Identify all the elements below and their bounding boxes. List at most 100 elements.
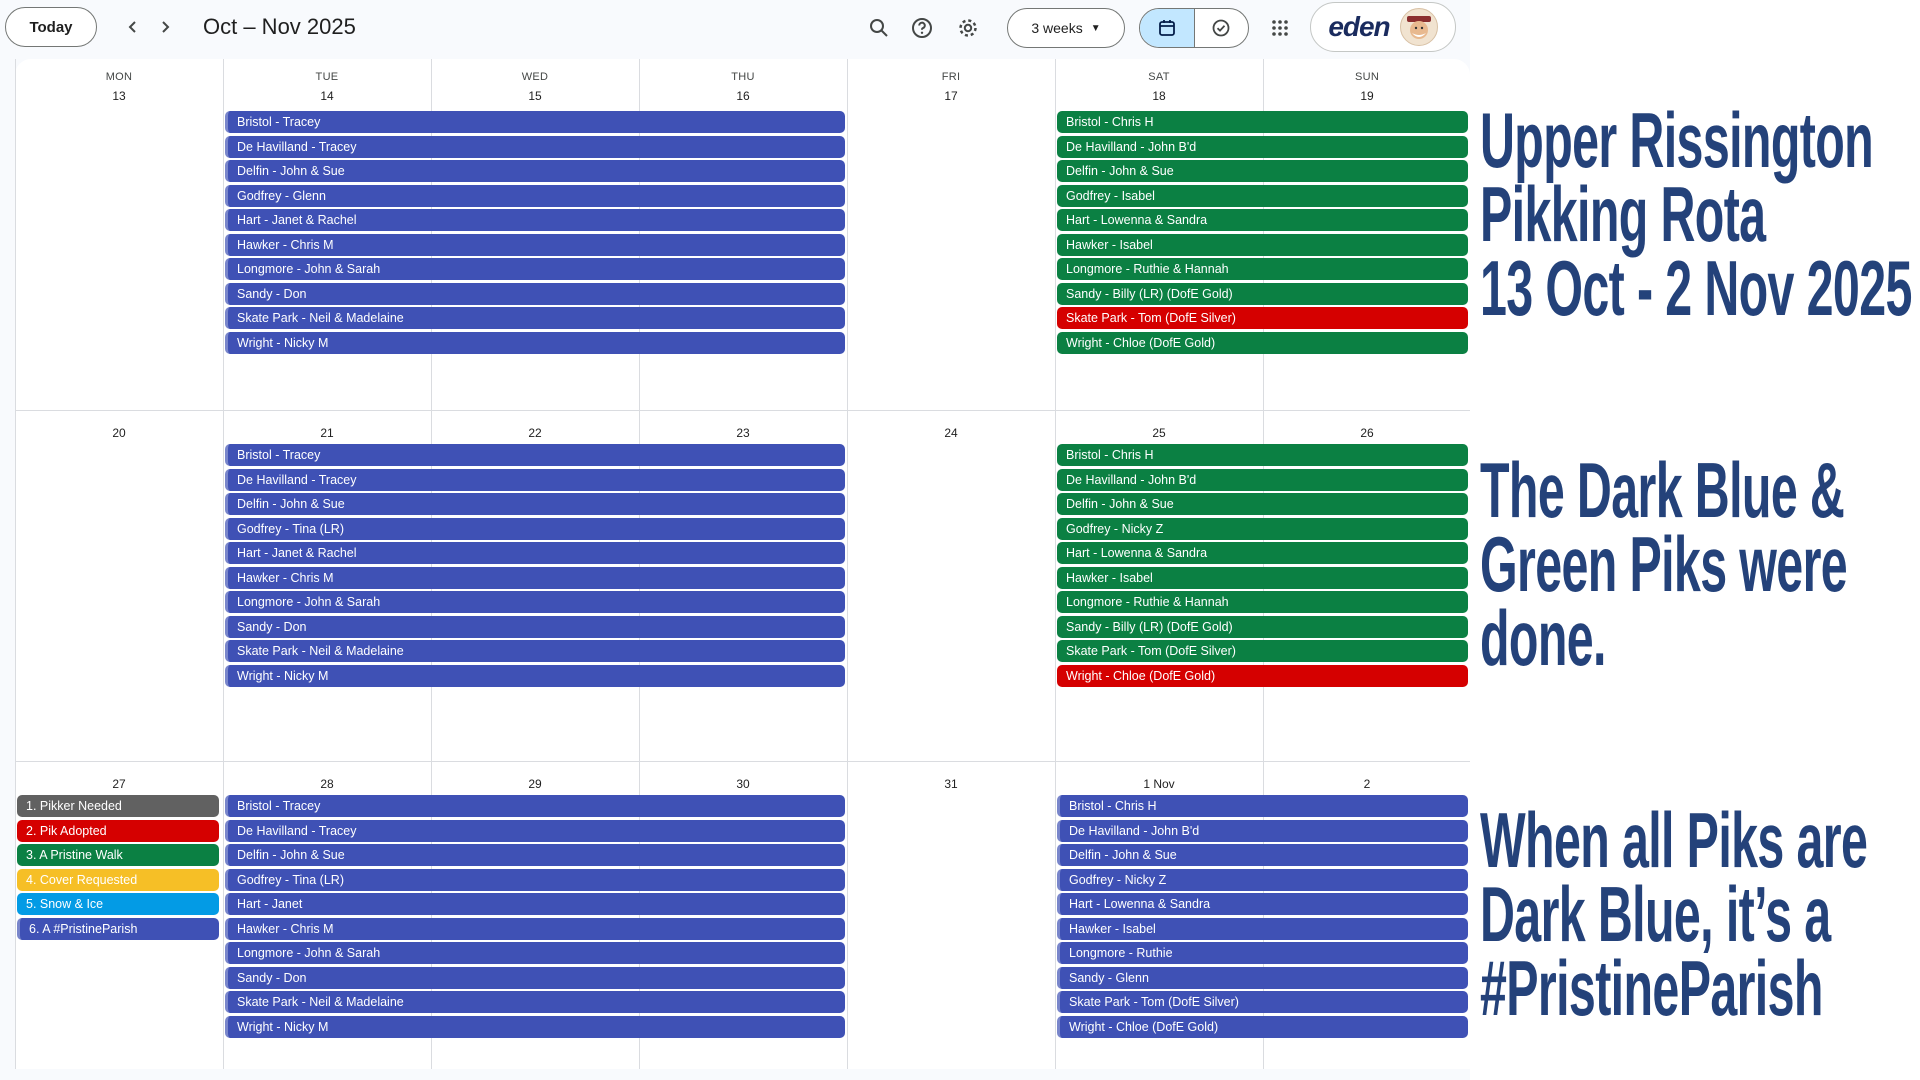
- event-chip[interactable]: Longmore - John & Sarah: [225, 942, 845, 964]
- apps-icon[interactable]: [1262, 10, 1298, 46]
- day-number[interactable]: 22: [528, 426, 542, 440]
- event-chip[interactable]: De Havilland - Tracey: [225, 136, 845, 158]
- event-chip[interactable]: Hart - Lowenna & Sandra: [1057, 893, 1468, 915]
- event-chip[interactable]: Bristol - Tracey: [225, 111, 845, 133]
- event-chip[interactable]: De Havilland - John B'd: [1057, 469, 1468, 491]
- event-chip[interactable]: Wright - Chloe (DofE Gold): [1057, 665, 1468, 687]
- event-chip[interactable]: 1. Pikker Needed: [17, 795, 219, 817]
- event-chip[interactable]: Godfrey - Tina (LR): [225, 869, 845, 891]
- event-chip[interactable]: De Havilland - John B'd: [1057, 136, 1468, 158]
- event-chip[interactable]: Bristol - Tracey: [225, 795, 845, 817]
- day-number[interactable]: 19: [1360, 89, 1374, 103]
- event-chip[interactable]: Skate Park - Neil & Madelaine: [225, 640, 845, 662]
- day-number[interactable]: 20: [112, 426, 126, 440]
- event-chip[interactable]: Sandy - Billy (LR) (DofE Gold): [1057, 616, 1468, 638]
- event-chip[interactable]: Bristol - Chris H: [1057, 795, 1468, 817]
- event-chip[interactable]: Sandy - Glenn: [1057, 967, 1468, 989]
- event-chip[interactable]: Wright - Chloe (DofE Gold): [1057, 1016, 1468, 1038]
- event-chip[interactable]: Delfin - John & Sue: [1057, 844, 1468, 866]
- event-chip[interactable]: Hart - Lowenna & Sandra: [1057, 542, 1468, 564]
- event-chip[interactable]: Longmore - Ruthie: [1057, 942, 1468, 964]
- event-chip[interactable]: Longmore - John & Sarah: [225, 258, 845, 280]
- event-chip[interactable]: 2. Pik Adopted: [17, 820, 219, 842]
- day-number[interactable]: 26: [1360, 426, 1374, 440]
- event-chip[interactable]: Skate Park - Neil & Madelaine: [225, 307, 845, 329]
- event-chip[interactable]: 5. Snow & Ice: [17, 893, 219, 915]
- day-number[interactable]: 18: [1152, 89, 1166, 103]
- event-chip[interactable]: Hawker - Chris M: [225, 567, 845, 589]
- event-chip[interactable]: Hart - Janet & Rachel: [225, 542, 845, 564]
- event-chip[interactable]: Delfin - John & Sue: [225, 493, 845, 515]
- day-number[interactable]: 28: [320, 777, 334, 791]
- account-logo: eden: [1328, 11, 1390, 42]
- day-number[interactable]: 23: [736, 426, 750, 440]
- day-number[interactable]: 31: [944, 777, 958, 791]
- event-chip[interactable]: Longmore - Ruthie & Hannah: [1057, 591, 1468, 613]
- calendar-icon[interactable]: [1140, 9, 1194, 47]
- event-chip[interactable]: Godfrey - Tina (LR): [225, 518, 845, 540]
- day-number[interactable]: 30: [736, 777, 750, 791]
- day-number[interactable]: 25: [1152, 426, 1166, 440]
- event-chip[interactable]: De Havilland - Tracey: [225, 469, 845, 491]
- chevron-right-icon[interactable]: [148, 10, 182, 44]
- event-chip[interactable]: Delfin - John & Sue: [225, 844, 845, 866]
- event-chip[interactable]: Sandy - Billy (LR) (DofE Gold): [1057, 283, 1468, 305]
- event-chip[interactable]: Hawker - Chris M: [225, 234, 845, 256]
- event-chip[interactable]: Wright - Nicky M: [225, 665, 845, 687]
- event-chip[interactable]: Skate Park - Tom (DofE Silver): [1057, 991, 1468, 1013]
- day-number[interactable]: 24: [944, 426, 958, 440]
- event-chip[interactable]: Skate Park - Tom (DofE Silver): [1057, 640, 1468, 662]
- day-number[interactable]: 27: [112, 777, 126, 791]
- event-chip[interactable]: Sandy - Don: [225, 283, 845, 305]
- event-chip[interactable]: Hawker - Isabel: [1057, 234, 1468, 256]
- event-chip[interactable]: Sandy - Don: [225, 616, 845, 638]
- event-chip[interactable]: Hawker - Isabel: [1057, 567, 1468, 589]
- event-chip[interactable]: Skate Park - Tom (DofE Silver): [1057, 307, 1468, 329]
- event-chip[interactable]: 6. A #PristineParish: [17, 918, 219, 940]
- today-button[interactable]: Today: [5, 7, 97, 47]
- event-chip[interactable]: Longmore - Ruthie & Hannah: [1057, 258, 1468, 280]
- event-chip[interactable]: Delfin - John & Sue: [1057, 160, 1468, 182]
- day-number[interactable]: 2: [1363, 777, 1371, 791]
- event-chip[interactable]: 4. Cover Requested: [17, 869, 219, 891]
- day-number[interactable]: 16: [736, 89, 750, 103]
- weekday-header: THU: [731, 71, 755, 83]
- event-chip[interactable]: Skate Park - Neil & Madelaine: [225, 991, 845, 1013]
- event-chip[interactable]: Hart - Lowenna & Sandra: [1057, 209, 1468, 231]
- event-chip[interactable]: Bristol - Chris H: [1057, 444, 1468, 466]
- day-number[interactable]: 21: [320, 426, 334, 440]
- event-chip[interactable]: Hawker - Chris M: [225, 918, 845, 940]
- event-chip[interactable]: Godfrey - Glenn: [225, 185, 845, 207]
- event-chip[interactable]: Wright - Chloe (DofE Gold): [1057, 332, 1468, 354]
- help-icon[interactable]: [904, 10, 940, 46]
- event-chip[interactable]: De Havilland - John B'd: [1057, 820, 1468, 842]
- day-number[interactable]: 13: [112, 89, 126, 103]
- chevron-left-icon[interactable]: [116, 10, 150, 44]
- event-chip[interactable]: Sandy - Don: [225, 967, 845, 989]
- event-chip[interactable]: Delfin - John & Sue: [1057, 493, 1468, 515]
- tasks-icon[interactable]: [1194, 9, 1248, 47]
- day-number[interactable]: 14: [320, 89, 334, 103]
- search-icon[interactable]: [861, 10, 897, 46]
- day-number[interactable]: 17: [944, 89, 958, 103]
- event-chip[interactable]: Hart - Janet & Rachel: [225, 209, 845, 231]
- event-chip[interactable]: Delfin - John & Sue: [225, 160, 845, 182]
- event-chip[interactable]: De Havilland - Tracey: [225, 820, 845, 842]
- event-chip[interactable]: Wright - Nicky M: [225, 332, 845, 354]
- settings-icon[interactable]: [950, 10, 986, 46]
- event-chip[interactable]: Godfrey - Nicky Z: [1057, 518, 1468, 540]
- event-chip[interactable]: Wright - Nicky M: [225, 1016, 845, 1038]
- event-chip[interactable]: 3. A Pristine Walk: [17, 844, 219, 866]
- day-number[interactable]: 1 Nov: [1143, 777, 1175, 791]
- view-selector[interactable]: 3 weeks ▼: [1007, 8, 1125, 48]
- account-button[interactable]: eden: [1310, 2, 1456, 52]
- event-chip[interactable]: Hart - Janet: [225, 893, 845, 915]
- event-chip[interactable]: Hawker - Isabel: [1057, 918, 1468, 940]
- event-chip[interactable]: Longmore - John & Sarah: [225, 591, 845, 613]
- event-chip[interactable]: Godfrey - Isabel: [1057, 185, 1468, 207]
- event-chip[interactable]: Godfrey - Nicky Z: [1057, 869, 1468, 891]
- day-number[interactable]: 15: [528, 89, 542, 103]
- event-chip[interactable]: Bristol - Tracey: [225, 444, 845, 466]
- event-chip[interactable]: Bristol - Chris H: [1057, 111, 1468, 133]
- day-number[interactable]: 29: [528, 777, 542, 791]
